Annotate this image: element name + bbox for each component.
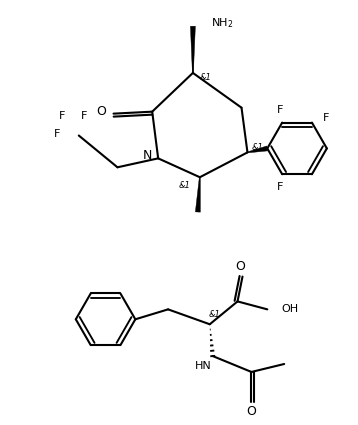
Text: &1: &1 [209, 310, 221, 319]
Text: &1: &1 [179, 181, 191, 190]
Text: HN: HN [194, 361, 211, 371]
Text: O: O [97, 105, 107, 118]
Text: &1: &1 [200, 74, 212, 82]
Text: F: F [277, 182, 284, 192]
Text: F: F [54, 128, 60, 139]
Text: F: F [277, 105, 284, 115]
Text: F: F [323, 113, 329, 123]
Polygon shape [190, 26, 195, 73]
Polygon shape [247, 146, 268, 153]
Text: O: O [247, 405, 256, 418]
Text: N: N [142, 149, 152, 162]
Polygon shape [192, 26, 193, 73]
Text: F: F [59, 110, 65, 121]
Polygon shape [195, 177, 200, 212]
Text: &1: &1 [251, 143, 263, 152]
Text: F: F [81, 110, 87, 121]
Text: NH$_2$: NH$_2$ [211, 16, 233, 30]
Text: O: O [236, 260, 246, 273]
Text: OH: OH [281, 304, 298, 314]
